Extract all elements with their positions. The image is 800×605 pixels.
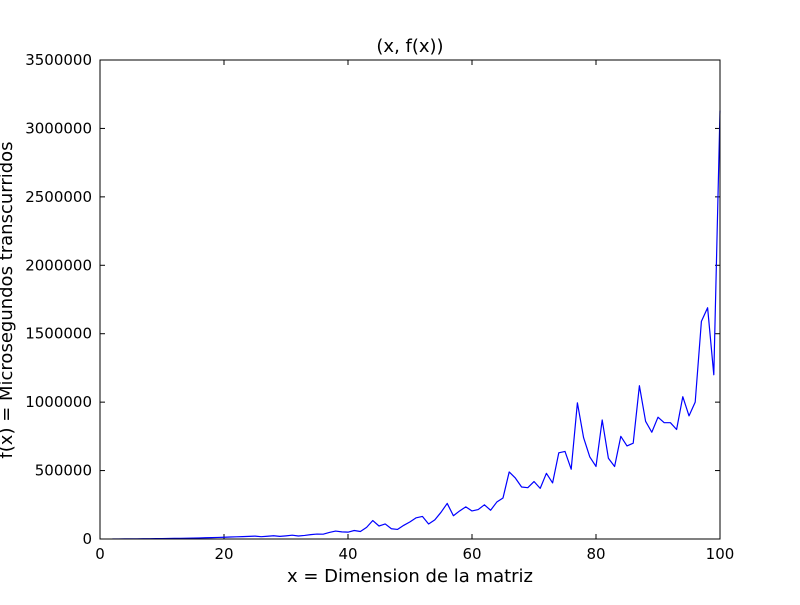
- x-tick-label: 40: [338, 545, 357, 563]
- x-tick-label: 0: [95, 545, 105, 563]
- x-tick-label: 60: [462, 545, 481, 563]
- x-tick-label: 20: [214, 545, 233, 563]
- y-tick-label: 0: [82, 530, 92, 548]
- y-tick-label: 3500000: [25, 51, 92, 69]
- y-tick-label: 3000000: [25, 119, 92, 137]
- y-tick-label: 2000000: [25, 256, 92, 274]
- y-tick-label: 1000000: [25, 393, 92, 411]
- y-axis-label: f(x) = Microsegundos transcurridos: [0, 141, 17, 458]
- x-axis-label: x = Dimension de la matriz: [287, 566, 533, 587]
- plot-frame: [99, 59, 721, 540]
- tick-labels: 0 20 40 60 80 100 0 500000 1000000 1500000 2000000…: [25, 51, 734, 563]
- y-tick-label: 1500000: [25, 325, 92, 343]
- y-tick-label: 2500000: [25, 188, 92, 206]
- x-tick-label: 80: [586, 545, 605, 563]
- chart-title: (x, f(x)): [376, 36, 443, 57]
- series-line: [112, 110, 721, 540]
- y-tick-label: 500000: [35, 462, 92, 480]
- x-tick-label: 100: [706, 545, 735, 563]
